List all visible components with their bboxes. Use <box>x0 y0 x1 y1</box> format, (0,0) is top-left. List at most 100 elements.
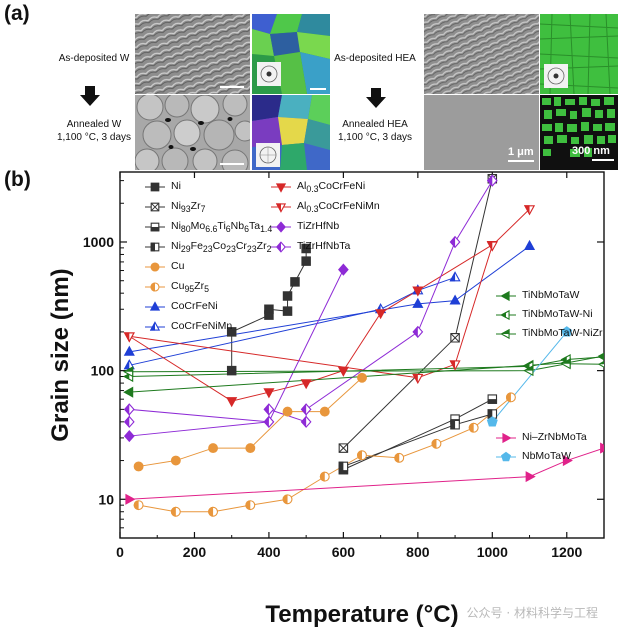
legend-cocrfenimn-marker <box>149 321 161 331</box>
data-point-cu-0 <box>133 461 144 472</box>
sem-image-annealed-hea: 1 μm <box>424 95 539 170</box>
data-point-tinbmotaw-nizr-0 <box>123 366 134 378</box>
data-point-ni-5 <box>282 291 293 301</box>
series-line-tinbmotaw-nizr <box>129 363 604 373</box>
data-point-ni93zr7-1 <box>450 333 460 343</box>
ebsd-image-asdeposited-hea <box>540 14 618 94</box>
down-arrow-icon <box>80 86 100 106</box>
legend-ni: Ni <box>145 180 181 192</box>
data-point-ni-4 <box>282 306 293 316</box>
x-tick-label: 600 <box>332 544 356 560</box>
data-point-cocrfeni-0 <box>123 345 135 356</box>
x-axis-label: Temperature (°C) <box>265 601 458 628</box>
data-point-ni-8 <box>301 243 311 254</box>
data-point-ni-1 <box>226 327 237 337</box>
legend-cocrfeni-marker <box>149 301 161 311</box>
legend-al0-3cocrfeni-marker <box>275 183 287 193</box>
data-point-tinbmotaw-nizr-3 <box>597 360 604 368</box>
legend-ni-label: Ni <box>171 180 181 192</box>
y-tick-label: 1000 <box>83 234 114 250</box>
data-point-cu95zr5-4 <box>282 494 293 505</box>
data-point-al0-3cocrfeni-2 <box>263 388 275 399</box>
legend-ni93zr7: Ni93Zr7 <box>145 200 205 214</box>
data-point-tizrhfnbta-0 <box>123 403 135 416</box>
legend-al0-3cocrfenimn-marker <box>275 203 287 213</box>
legend-ni80mo6-6ti6nb6ta1-4-marker <box>150 222 160 232</box>
data-point-cu95zr5-3 <box>245 500 256 511</box>
caption-annealed-w-2: 1,100 °C, 3 days <box>56 132 132 143</box>
data-point-al0-3cocrfenimn-3 <box>486 241 498 252</box>
caption-annealed-w-1: Annealed W <box>66 119 122 130</box>
caption-asdeposited-hea: As-deposited HEA <box>334 53 416 64</box>
series-line-tinbmotaw <box>129 355 604 393</box>
caption-annealed-hea-2: 1,100 °C, 3 days <box>337 132 413 143</box>
legend-ni-marker <box>150 182 160 192</box>
data-point-ni-0 <box>226 365 237 376</box>
legend-ni-zrnbmota-marker <box>502 432 512 444</box>
data-point-al0-3cocrfenimn-4 <box>523 205 536 216</box>
ebsd-image-asdeposited-w <box>252 14 330 94</box>
data-point-tizrhfnbta-6 <box>412 325 424 338</box>
data-point-tizrhfnbta-8 <box>486 174 498 187</box>
series-line-ni-zrnbmota <box>129 447 604 500</box>
data-point-cu95zr5-9 <box>468 422 479 433</box>
data-point-cu95zr5-5 <box>319 471 330 482</box>
data-point-cu-2 <box>208 443 219 454</box>
y-tick-label: 100 <box>91 363 115 379</box>
data-point-cu95zr5-6 <box>357 450 367 461</box>
data-point-ni29fe23co23cr23zr2-0 <box>338 461 349 472</box>
ebsd-image-annealed-hea: 300 nm <box>540 95 618 170</box>
data-point-ni80mo6-6ti6nb6ta1-4-2 <box>487 394 498 404</box>
legend-tinbmotaw-label: TiNbMoTaW <box>522 289 580 301</box>
watermark: 公众号 · 材料科学与工程 <box>466 606 598 620</box>
legend-tinbmotaw-ni-marker <box>500 309 510 321</box>
data-point-tinbmotaw-nizr-1 <box>523 365 534 377</box>
legend-tizrhfnb-label: TiZrHfNb <box>297 220 340 232</box>
data-point-cu95zr5-7 <box>394 452 405 463</box>
data-point-al0-3cocrfenimn-1 <box>412 373 424 384</box>
series-line-ni80mo6-6ti6nb6ta1-4 <box>343 398 493 471</box>
y-axis-label: Grain size (nm) <box>47 268 74 441</box>
legend-ni29fe23co23cr23zr2: Ni29Fe23Co23Cr23Zr2 <box>145 240 272 255</box>
legend-nbmotaw-marker <box>501 451 511 462</box>
legend-tinbmotaw-nizr: TiNbMoTaW-NiZr <box>496 327 603 340</box>
legend-ni29fe23co23cr23zr2-label: Ni29Fe23Co23Cr23Zr2 <box>171 240 272 255</box>
data-point-cu95zr5-2 <box>208 506 219 517</box>
legend-ni80mo6-6ti6nb6ta1-4: Ni80Mo6.6Ti6Nb6Ta1.4 <box>145 220 272 234</box>
legend-tinbmotaw-marker <box>500 290 510 302</box>
data-point-cocrfeni-3 <box>523 239 536 250</box>
data-point-cu95zr5-1 <box>170 506 181 517</box>
legend-cu95zr5-label: Cu95Zr5 <box>171 280 209 295</box>
legend-cocrfenimn-label: CoCrFeNiMn <box>171 320 233 332</box>
data-point-ni-7 <box>301 256 311 266</box>
data-point-al0-3cocrfenimn-2 <box>449 360 461 371</box>
data-point-cu-4 <box>282 406 293 417</box>
data-point-ni29fe23co23cr23zr2-1 <box>450 419 460 430</box>
data-point-tizrhfnbta-7 <box>449 235 461 249</box>
series-line-cu <box>138 377 363 467</box>
x-tick-label: 1000 <box>477 544 508 560</box>
legend-tinbmotaw-nizr-marker <box>500 328 510 340</box>
data-point-cu95zr5-8 <box>431 438 442 449</box>
legend-cocrfenimn: CoCrFeNiMn <box>145 320 233 332</box>
legend-cocrfeni: CoCrFeNi <box>145 300 218 312</box>
data-point-ni29fe23co23cr23zr2-2 <box>487 409 498 419</box>
data-point-tinbmotaw-0 <box>123 386 134 398</box>
sem-image-asdeposited-w <box>135 14 250 94</box>
down-arrow-icon <box>366 88 386 108</box>
x-tick-label: 400 <box>257 544 281 560</box>
x-tick-label: 0 <box>116 544 124 560</box>
legend-cu-marker <box>150 262 160 272</box>
legend-al0-3cocrfenimn-label: Al0.3CoCrFeNiMn <box>297 200 380 215</box>
legend-al0-3cocrfenimn: Al0.3CoCrFeNiMn <box>271 200 380 215</box>
data-point-ni-zrnbmota-1 <box>525 471 536 483</box>
x-tick-label: 800 <box>406 544 430 560</box>
legend-cu-label: Cu <box>171 260 185 272</box>
legend-cu95zr5-marker <box>150 282 160 292</box>
data-point-tizrhfnb-2 <box>338 263 349 276</box>
data-point-tizrhfnb-0 <box>123 429 135 443</box>
data-point-cu95zr5-0 <box>133 500 144 511</box>
x-tick-label: 1200 <box>551 544 582 560</box>
legend-tizrhfnbta-marker <box>276 241 286 253</box>
data-point-ni-zrnbmota-0 <box>125 493 136 505</box>
